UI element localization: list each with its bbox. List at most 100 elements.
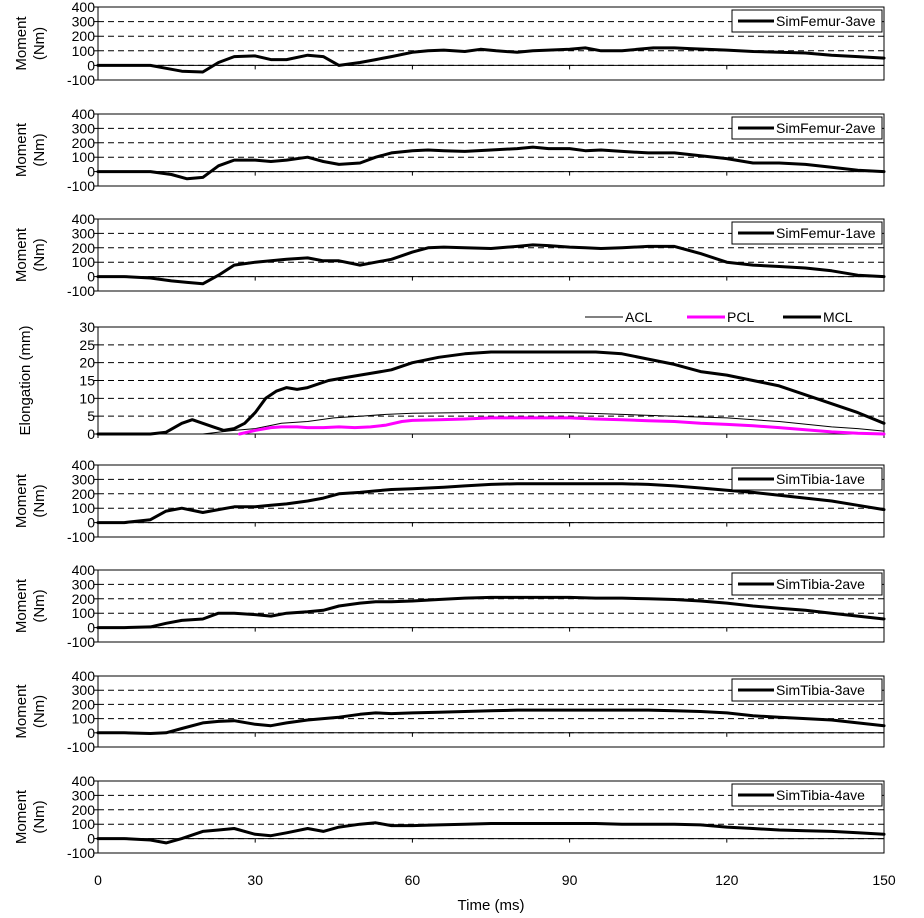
y-tick-label: 400 <box>72 0 96 15</box>
y-tick-label: -100 <box>67 634 95 650</box>
legend-box <box>731 783 883 807</box>
series-line-simtibia-3ave <box>96 708 886 735</box>
legend-entry: SimFemur-1ave <box>776 225 876 241</box>
legend-entry: SimTibia-3ave <box>776 682 865 698</box>
y-tick-label: 0 <box>87 725 95 741</box>
y-tick-label: 200 <box>72 240 96 256</box>
y-tick-label: 0 <box>87 620 95 636</box>
y-tick-label: 20 <box>79 355 95 371</box>
series-line-simtibia-2ave <box>96 595 886 630</box>
y-tick-label: 0 <box>87 57 95 73</box>
x-tick-label: 60 <box>405 872 421 888</box>
legend: SimTibia-2ave <box>731 572 883 596</box>
y-tick-label: 400 <box>72 562 96 578</box>
y-tick-label: 0 <box>87 831 95 847</box>
y-tick-label: 5 <box>87 408 95 424</box>
y-tick-label: 200 <box>72 591 96 607</box>
y-tick-label: 200 <box>72 135 96 151</box>
series-line-acl <box>97 412 885 435</box>
y-tick-label: -100 <box>67 845 95 861</box>
plot-area <box>97 780 885 854</box>
x-tick-label: 120 <box>715 872 739 888</box>
legend-box <box>731 116 883 140</box>
y-tick-label: 100 <box>72 605 96 621</box>
y-tick-label: 100 <box>72 43 96 59</box>
y-tick-label: 300 <box>72 682 96 698</box>
legend-entry: SimFemur-2ave <box>776 120 876 136</box>
legend-entry: SimFemur-3ave <box>776 13 876 29</box>
y-tick-label: 400 <box>72 211 96 227</box>
y-axis-label: Moment(Nm) <box>13 789 48 844</box>
legend: SimFemur-3ave <box>731 9 883 33</box>
legend-box <box>731 678 883 702</box>
y-tick-label: 100 <box>72 500 96 516</box>
y-tick-label: 200 <box>72 696 96 712</box>
series-line-simfemur-3ave <box>96 46 886 74</box>
legend-box <box>731 467 883 491</box>
y-axis-label: Moment(Nm) <box>13 227 48 282</box>
plot-area <box>97 218 885 292</box>
y-tick-label: 300 <box>72 787 96 803</box>
y-tick-label: -100 <box>67 739 95 755</box>
y-tick-label: -100 <box>67 529 95 545</box>
x-tick-label: 0 <box>94 872 102 888</box>
legend-entry: SimTibia-2ave <box>776 576 865 592</box>
legend: SimFemur-2ave <box>731 116 883 140</box>
legend: SimFemur-1ave <box>731 221 883 245</box>
legend: SimTibia-1ave <box>731 467 883 491</box>
y-tick-label: 30 <box>79 319 95 335</box>
y-tick-label: 300 <box>72 14 96 30</box>
plot-area <box>97 6 885 81</box>
x-tick-label: 90 <box>562 872 578 888</box>
legend: SimTibia-4ave <box>731 783 883 807</box>
legend-entry: MCL <box>823 309 853 325</box>
y-tick-label: 100 <box>72 149 96 165</box>
series-line-simtibia-1ave <box>96 482 886 525</box>
y-tick-label: 300 <box>72 576 96 592</box>
y-tick-label: 300 <box>72 120 96 136</box>
y-tick-label: 200 <box>72 802 96 818</box>
x-tick-label: 150 <box>872 872 896 888</box>
x-axis-label: Time (ms) <box>458 897 525 914</box>
y-tick-label: 0 <box>87 269 95 285</box>
y-axis-label: Moment(Nm) <box>13 122 48 177</box>
x-axis: 0 30 60 90 120 150 <box>94 872 896 888</box>
series-line-mcl <box>96 350 886 436</box>
y-tick-label: 400 <box>72 773 96 789</box>
y-tick-label: -100 <box>67 283 95 299</box>
y-tick-label: 400 <box>72 668 96 684</box>
y-tick-label: 100 <box>72 711 96 727</box>
legend-box <box>731 572 883 596</box>
y-tick-label: 25 <box>79 337 95 353</box>
y-tick-label: 200 <box>72 486 96 502</box>
y-axis-label: Moment(Nm) <box>13 684 48 739</box>
y-tick-label: 300 <box>72 225 96 241</box>
y-axis-label: Elongation (mm) <box>17 325 34 435</box>
x-tick-label: 30 <box>247 872 263 888</box>
y-tick-label: -100 <box>67 72 95 88</box>
series-line-simtibia-4ave <box>96 821 886 845</box>
y-tick-label: 0 <box>87 515 95 531</box>
series-line-simfemur-2ave <box>96 145 886 181</box>
y-tick-label: 200 <box>72 28 96 44</box>
y-tick-label: 400 <box>72 106 96 122</box>
chart-panels: -1000100200300400Moment(Nm)SimFemur-3ave… <box>13 0 886 861</box>
plot-area <box>97 569 885 643</box>
y-axis-label: Moment(Nm) <box>13 16 48 71</box>
plot-area <box>97 113 885 187</box>
y-tick-label: -100 <box>67 178 95 194</box>
y-tick-label: 400 <box>72 457 96 473</box>
y-tick-label: 100 <box>72 254 96 270</box>
legend: SimTibia-3ave <box>731 678 883 702</box>
series-line-simfemur-1ave <box>96 243 886 286</box>
y-tick-label: 0 <box>87 426 95 442</box>
legend-entry: PCL <box>727 309 754 325</box>
